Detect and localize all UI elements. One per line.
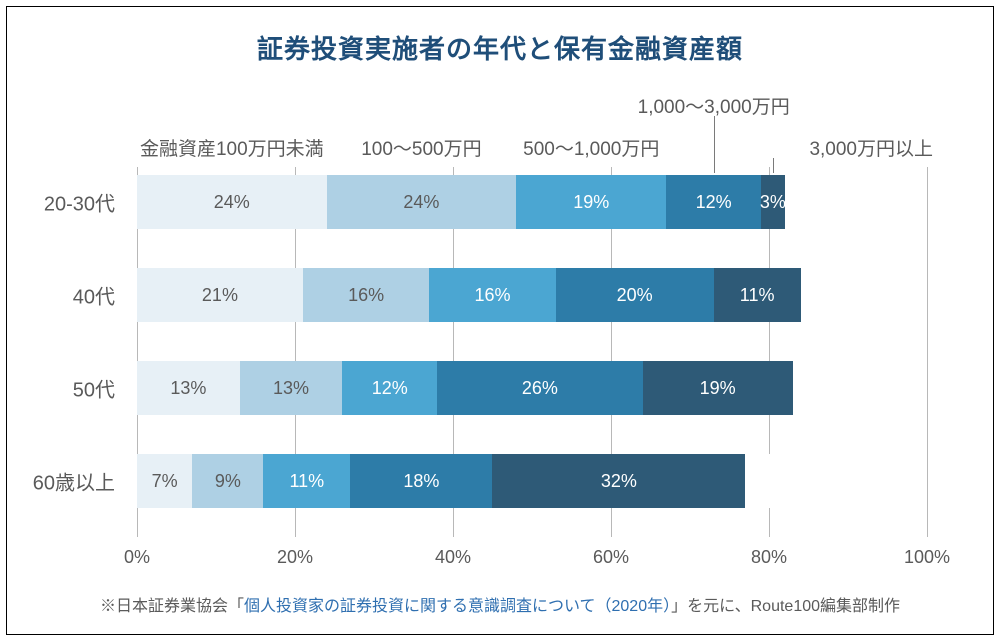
x-tick-label: 60% <box>593 547 629 568</box>
bar-segment: 26% <box>437 361 642 415</box>
bar-row: 7%9%11%18%32% <box>137 454 927 508</box>
bar-segment: 19% <box>516 175 666 229</box>
bar-segment: 16% <box>303 268 429 322</box>
x-tick-label: 20% <box>277 547 313 568</box>
legend-label: 金融資産100万円未満 <box>140 134 324 161</box>
gridline <box>927 167 928 537</box>
chart-frame: 証券投資実施者の年代と保有金融資産額 0% 20% 40% 60% 80% 100% 20-… <box>6 6 994 635</box>
bar-segment: 32% <box>492 454 745 508</box>
x-tick-label: 100% <box>904 547 950 568</box>
y-category-label: 20-30代 <box>44 188 115 217</box>
y-category-label: 40代 <box>73 281 115 310</box>
x-tick-label: 40% <box>435 547 471 568</box>
bar-segment: 7% <box>137 454 192 508</box>
chart-area: 0%20%40%60%80%100%20-30代24%24%19%12%3%40… <box>137 167 927 537</box>
bar-segment: 19% <box>643 361 793 415</box>
bar-segment: 18% <box>350 454 492 508</box>
callout-line <box>773 158 774 173</box>
footnote-link[interactable]: 個人投資家の証券投資に関する意識調査について（2020年） <box>244 598 671 615</box>
bar-segment: 12% <box>342 361 437 415</box>
plot-region: 0%20%40%60%80%100%20-30代24%24%19%12%3%40… <box>137 167 927 537</box>
legend-label: 500～1,000万円 <box>523 134 659 161</box>
bar-segment: 21% <box>137 268 303 322</box>
bar-segment: 11% <box>263 454 350 508</box>
bar-segment-remainder <box>785 175 927 229</box>
y-category-label: 60歳以上 <box>33 467 115 496</box>
x-tick-label: 0% <box>124 547 150 568</box>
bar-segment: 13% <box>240 361 343 415</box>
bar-segment-remainder <box>745 454 927 508</box>
callout-line <box>714 116 715 173</box>
legend-label: 3,000万円以上 <box>809 134 933 161</box>
bar-segment: 3% <box>761 175 785 229</box>
chart-title: 証券投資実施者の年代と保有金融資産額 <box>7 29 993 66</box>
bar-segment: 24% <box>327 175 517 229</box>
bar-row: 21%16%16%20%11% <box>137 268 927 322</box>
bar-row: 13%13%12%26%19% <box>137 361 927 415</box>
bar-segment: 9% <box>192 454 263 508</box>
footnote-suffix: 」を元に、Route100編集部制作 <box>671 598 900 615</box>
bar-segment-remainder <box>801 268 927 322</box>
bar-segment: 16% <box>429 268 555 322</box>
bar-segment-remainder <box>793 361 927 415</box>
bar-segment: 20% <box>556 268 714 322</box>
y-category-label: 50代 <box>73 374 115 403</box>
legend-label: 100～500万円 <box>361 134 481 161</box>
bar-segment: 24% <box>137 175 327 229</box>
footnote: ※日本証券業協会「個人投資家の証券投資に関する意識調査について（2020年）」を… <box>7 592 993 616</box>
legend-label: 1,000～3,000万円 <box>638 92 790 119</box>
bar-row: 24%24%19%12%3% <box>137 175 927 229</box>
footnote-prefix: ※日本証券業協会「 <box>100 598 244 615</box>
bar-segment: 13% <box>137 361 240 415</box>
x-tick-label: 80% <box>751 547 787 568</box>
bar-segment: 11% <box>714 268 801 322</box>
bar-segment: 12% <box>666 175 761 229</box>
